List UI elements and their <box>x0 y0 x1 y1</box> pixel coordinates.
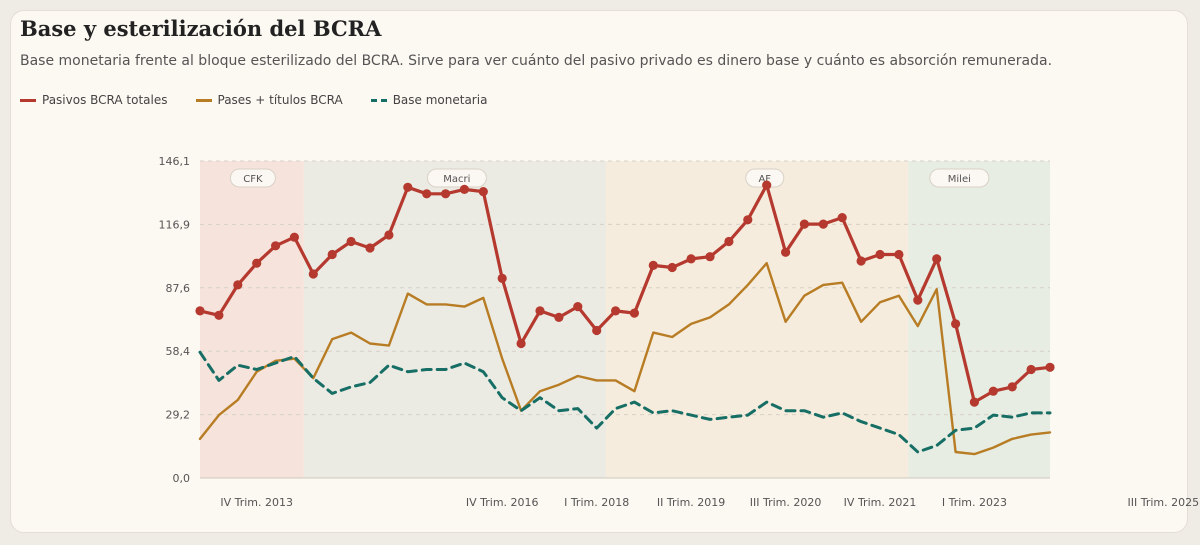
period-label-cfk: CFK <box>243 174 263 185</box>
data-point-pasivos-bcra-totales <box>629 308 640 318</box>
data-point-pasivos-bcra-totales <box>743 215 753 225</box>
data-point-pasivos-bcra-totales <box>988 386 998 396</box>
y-tick-label: 0,0 <box>173 472 191 485</box>
x-tick-label: I Trim. 2023 <box>942 496 1007 509</box>
data-point-pasivos-bcra-totales <box>271 241 281 251</box>
chart-subtitle: Base monetaria frente al bloque esterili… <box>20 53 1053 69</box>
data-point-pasivos-bcra-totales <box>403 182 413 192</box>
period-label-macri: Macri <box>443 174 470 185</box>
legend-item-base[interactable]: Base monetaria <box>370 93 488 107</box>
data-point-pasivos-bcra-totales <box>422 189 432 199</box>
data-point-pasivos-bcra-totales <box>1026 364 1036 375</box>
data-point-pasivos-bcra-totales <box>1007 382 1017 392</box>
x-tick-label: IV Trim. 2016 <box>466 496 539 509</box>
data-point-pasivos-bcra-totales <box>611 306 621 316</box>
x-tick-label: IV Trim. 2013 <box>220 496 293 509</box>
data-point-pasivos-bcra-totales <box>913 295 923 305</box>
data-point-pasivos-bcra-totales <box>705 252 715 262</box>
y-tick-label: 58,4 <box>166 345 191 358</box>
period-pill-cfk <box>229 168 276 188</box>
data-point-pasivos-bcra-totales <box>951 319 961 329</box>
data-point-pasivos-bcra-totales <box>1045 362 1055 372</box>
x-tick-label: III Trim. 2025 <box>1128 496 1200 509</box>
data-point-pasivos-bcra-totales <box>818 219 828 229</box>
legend: Pasivos BCRA totales Pases + títulos BCR… <box>20 93 487 107</box>
data-point-pasivos-bcra-totales <box>799 219 810 229</box>
data-point-pasivos-bcra-totales <box>592 325 602 336</box>
legend-item-pases[interactable]: Pases + títulos BCRA <box>195 93 343 107</box>
data-point-pasivos-bcra-totales <box>308 269 318 279</box>
data-point-pasivos-bcra-totales <box>214 310 224 320</box>
data-point-pasivos-bcra-totales <box>932 254 942 264</box>
series-line-base-monetaria <box>198 350 1052 454</box>
period-pill-macri <box>426 168 487 188</box>
x-tick-label: III Trim. 2020 <box>750 496 822 509</box>
data-point-pasivos-bcra-totales <box>554 312 564 322</box>
y-tick-label: 146,1 <box>159 155 191 168</box>
legend-swatch-base <box>370 98 387 102</box>
data-point-pasivos-bcra-totales <box>497 273 507 283</box>
data-point-pasivos-bcra-totales <box>252 258 262 268</box>
legend-swatch-pasivos <box>20 98 36 102</box>
chart-title: Base y esterilización del BCRA <box>20 16 382 41</box>
y-tick-label: 116,9 <box>159 218 191 231</box>
legend-label-pasivos: Pasivos BCRA totales <box>42 93 168 107</box>
series-line-pasivos-bcra-totales <box>198 183 1052 404</box>
x-tick-label: II Trim. 2019 <box>657 496 725 509</box>
data-point-pasivos-bcra-totales <box>648 260 658 270</box>
data-point-pasivos-bcra-totales <box>667 262 677 273</box>
legend-swatch-pases <box>195 98 212 102</box>
data-point-pasivos-bcra-totales <box>781 247 791 257</box>
data-point-pasivos-bcra-totales <box>459 184 469 194</box>
data-point-pasivos-bcra-totales <box>233 280 243 290</box>
data-point-pasivos-bcra-totales <box>686 254 696 264</box>
period-band-af <box>606 161 909 478</box>
data-point-pasivos-bcra-totales <box>365 243 375 253</box>
data-point-pasivos-bcra-totales <box>573 302 583 312</box>
legend-label-pases: Pases + títulos BCRA <box>217 93 343 107</box>
data-point-pasivos-bcra-totales <box>856 256 866 266</box>
data-point-pasivos-bcra-totales <box>875 249 885 260</box>
data-point-pasivos-bcra-totales <box>969 397 980 407</box>
data-point-pasivos-bcra-totales <box>535 306 545 316</box>
period-label-af: AF <box>758 174 771 185</box>
data-point-pasivos-bcra-totales <box>346 236 356 247</box>
series-line-pases-titulos-bcra <box>198 262 1052 456</box>
x-tick-label: IV Trim. 2021 <box>844 496 917 509</box>
data-point-pasivos-bcra-totales <box>327 249 337 260</box>
data-point-pasivos-bcra-totales <box>894 249 904 260</box>
data-point-pasivos-bcra-totales <box>441 189 451 199</box>
legend-item-pasivos[interactable]: Pasivos BCRA totales <box>20 93 168 107</box>
period-band-milei <box>908 161 1050 478</box>
data-point-pasivos-bcra-totales <box>762 180 772 190</box>
data-point-pasivos-bcra-totales <box>724 236 734 247</box>
period-band-cfk <box>200 161 304 478</box>
period-label-milei: Milei <box>948 174 971 185</box>
period-pill-milei <box>929 168 990 188</box>
x-tick-label: I Trim. 2018 <box>564 496 629 509</box>
legend-label-base: Base monetaria <box>392 93 488 107</box>
data-point-pasivos-bcra-totales <box>516 338 526 349</box>
data-point-pasivos-bcra-totales <box>837 213 847 223</box>
data-point-pasivos-bcra-totales <box>478 187 488 197</box>
y-tick-label: 87,6 <box>166 282 191 295</box>
data-point-pasivos-bcra-totales <box>195 306 205 316</box>
data-point-pasivos-bcra-totales <box>384 230 394 240</box>
data-point-pasivos-bcra-totales <box>289 232 299 242</box>
y-tick-label: 29,2 <box>166 409 191 422</box>
